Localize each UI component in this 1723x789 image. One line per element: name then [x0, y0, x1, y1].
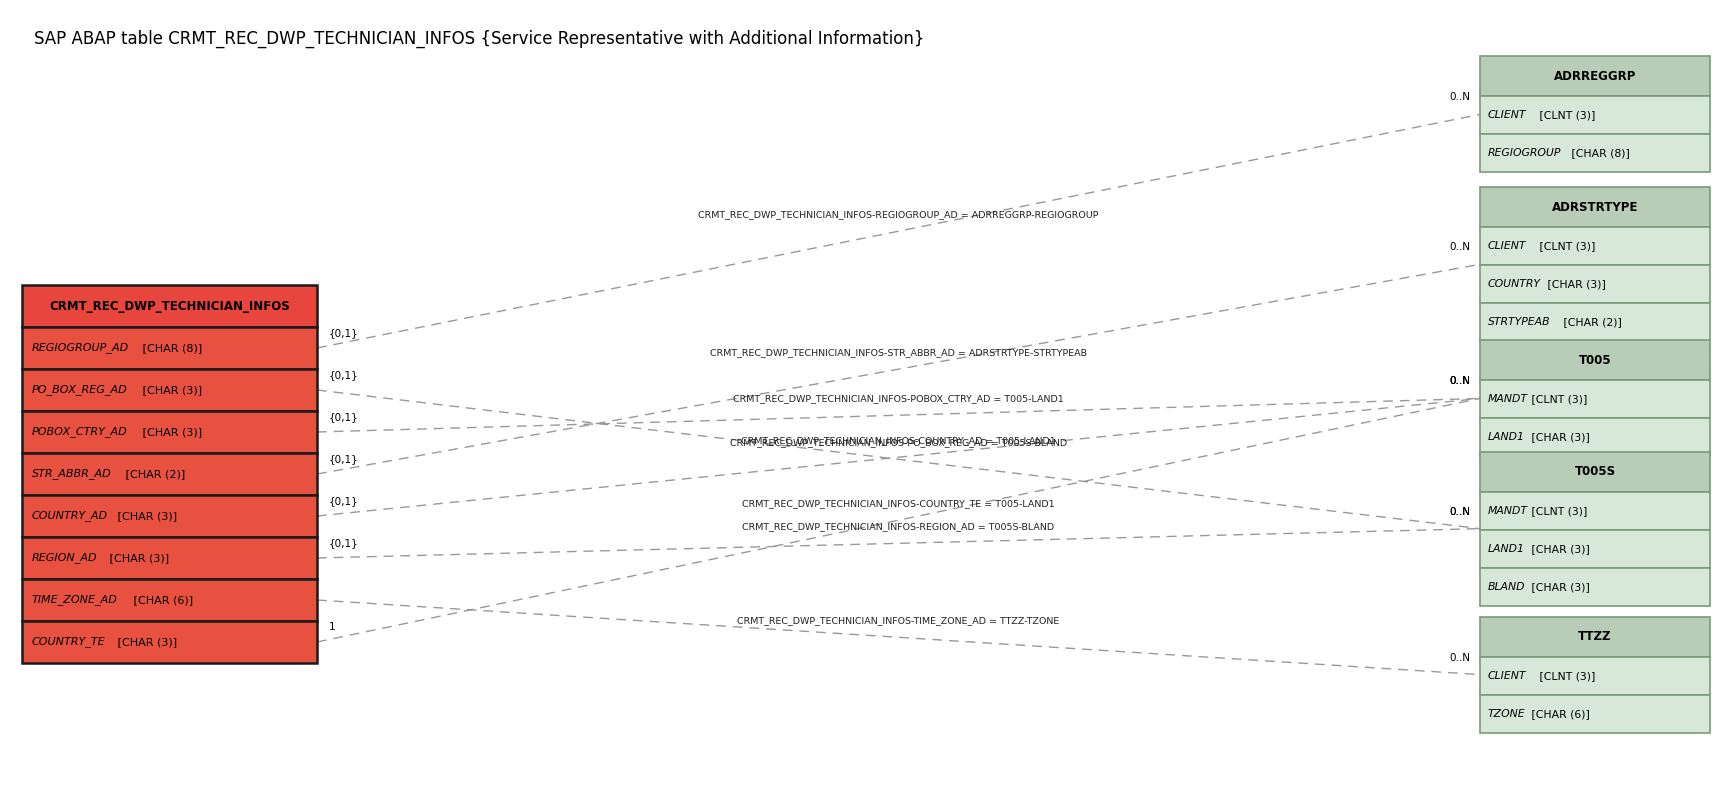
Text: 0..N: 0..N [1449, 507, 1470, 517]
Text: {0,1}: {0,1} [329, 412, 358, 422]
Text: REGIOGROUP_AD: REGIOGROUP_AD [33, 342, 129, 353]
Text: BLAND: BLAND [1489, 581, 1525, 592]
Text: CLIENT: CLIENT [1489, 671, 1527, 681]
Text: 0..N: 0..N [1449, 376, 1470, 387]
Bar [1480, 656, 1709, 694]
Bar [1480, 187, 1709, 227]
Bar [1480, 265, 1709, 303]
Bar [1480, 567, 1709, 606]
Bar [1480, 418, 1709, 457]
Text: [CHAR (3)]: [CHAR (3)] [1544, 279, 1606, 290]
Bar [22, 369, 317, 411]
Bar [22, 285, 317, 327]
Text: CRMT_REC_DWP_TECHNICIAN_INFOS-POBOX_CTRY_AD = T005-LAND1: CRMT_REC_DWP_TECHNICIAN_INFOS-POBOX_CTRY… [732, 394, 1063, 403]
Text: [CHAR (6)]: [CHAR (6)] [1528, 709, 1590, 719]
Text: [CLNT (3)]: [CLNT (3)] [1535, 671, 1595, 681]
Text: CRMT_REC_DWP_TECHNICIAN_INFOS: CRMT_REC_DWP_TECHNICIAN_INFOS [50, 300, 289, 312]
Text: STRTYPEAB: STRTYPEAB [1489, 317, 1551, 327]
Text: T005S: T005S [1575, 466, 1616, 478]
Bar [1480, 303, 1709, 342]
Bar [1480, 451, 1709, 492]
Text: POBOX_CTRY_AD: POBOX_CTRY_AD [33, 427, 128, 437]
Text: [CHAR (2)]: [CHAR (2)] [1559, 317, 1621, 327]
Text: {0,1}: {0,1} [329, 454, 358, 464]
Text: SAP ABAP table CRMT_REC_DWP_TECHNICIAN_INFOS {Service Representative with Additi: SAP ABAP table CRMT_REC_DWP_TECHNICIAN_I… [34, 30, 925, 48]
Text: CRMT_REC_DWP_TECHNICIAN_INFOS-COUNTRY_AD = T005-LAND1: CRMT_REC_DWP_TECHNICIAN_INFOS-COUNTRY_AD… [741, 436, 1056, 445]
Text: CRMT_REC_DWP_TECHNICIAN_INFOS-REGIOGROUP_AD = ADRREGGRP-REGIOGROUP: CRMT_REC_DWP_TECHNICIAN_INFOS-REGIOGROUP… [698, 210, 1099, 219]
Text: [CHAR (6)]: [CHAR (6)] [131, 595, 193, 605]
Text: PO_BOX_REG_AD: PO_BOX_REG_AD [33, 384, 128, 395]
Text: CRMT_REC_DWP_TECHNICIAN_INFOS-COUNTRY_TE = T005-LAND1: CRMT_REC_DWP_TECHNICIAN_INFOS-COUNTRY_TE… [743, 499, 1054, 508]
Text: CRMT_REC_DWP_TECHNICIAN_INFOS-REGION_AD = T005S-BLAND: CRMT_REC_DWP_TECHNICIAN_INFOS-REGION_AD … [743, 522, 1054, 531]
Text: [CLNT (3)]: [CLNT (3)] [1535, 241, 1595, 252]
Text: 0..N: 0..N [1449, 92, 1470, 103]
Text: [CHAR (8)]: [CHAR (8)] [1568, 148, 1630, 159]
Text: CLIENT: CLIENT [1489, 110, 1527, 121]
Text: {0,1}: {0,1} [329, 328, 358, 338]
Bar [1480, 56, 1709, 96]
Text: CRMT_REC_DWP_TECHNICIAN_INFOS-TIME_ZONE_AD = TTZZ-TZONE: CRMT_REC_DWP_TECHNICIAN_INFOS-TIME_ZONE_… [737, 616, 1060, 626]
Text: ADRREGGRP: ADRREGGRP [1554, 70, 1637, 83]
Text: 0..N: 0..N [1449, 653, 1470, 663]
Text: COUNTRY_TE: COUNTRY_TE [33, 637, 105, 648]
Bar [1480, 616, 1709, 656]
Text: 1: 1 [329, 622, 336, 632]
Bar [22, 411, 317, 453]
Bar [1480, 134, 1709, 173]
Text: STR_ABBR_AD: STR_ABBR_AD [33, 469, 112, 480]
Bar [1480, 529, 1709, 567]
Text: 0..N: 0..N [1449, 376, 1470, 387]
Text: ADRSTRTYPE: ADRSTRTYPE [1552, 201, 1639, 214]
Text: {0,1}: {0,1} [329, 538, 358, 548]
Text: COUNTRY: COUNTRY [1489, 279, 1540, 290]
Text: TTZZ: TTZZ [1578, 630, 1611, 643]
Bar [22, 621, 317, 663]
Bar [1480, 227, 1709, 265]
Text: REGION_AD: REGION_AD [33, 552, 98, 563]
Bar [1480, 694, 1709, 733]
Text: COUNTRY_AD: COUNTRY_AD [33, 510, 109, 522]
Bar [22, 537, 317, 579]
Text: {0,1}: {0,1} [329, 370, 358, 380]
Bar [22, 327, 317, 369]
Text: 0..N: 0..N [1449, 507, 1470, 517]
Text: [CHAR (3)]: [CHAR (3)] [1528, 581, 1590, 592]
Text: CLIENT: CLIENT [1489, 241, 1527, 252]
Text: [CLNT (3)]: [CLNT (3)] [1528, 506, 1587, 516]
Text: TZONE: TZONE [1489, 709, 1525, 719]
Text: [CHAR (3)]: [CHAR (3)] [1528, 544, 1590, 554]
Text: [CHAR (3)]: [CHAR (3)] [114, 637, 177, 647]
Text: TIME_ZONE_AD: TIME_ZONE_AD [33, 595, 117, 605]
Text: LAND1: LAND1 [1489, 544, 1525, 554]
Bar [1480, 340, 1709, 380]
Text: [CLNT (3)]: [CLNT (3)] [1535, 110, 1595, 121]
Bar [1480, 492, 1709, 529]
Bar [22, 579, 317, 621]
Bar [1480, 380, 1709, 418]
Text: {0,1}: {0,1} [329, 496, 358, 506]
Text: [CLNT (3)]: [CLNT (3)] [1528, 394, 1587, 405]
Text: CRMT_REC_DWP_TECHNICIAN_INFOS-PO_BOX_REG_AD = T005S-BLAND: CRMT_REC_DWP_TECHNICIAN_INFOS-PO_BOX_REG… [731, 439, 1067, 447]
Text: [CHAR (2)]: [CHAR (2)] [122, 469, 186, 479]
Text: CRMT_REC_DWP_TECHNICIAN_INFOS-STR_ABBR_AD = ADRSTRTYPE-STRTYPEAB: CRMT_REC_DWP_TECHNICIAN_INFOS-STR_ABBR_A… [710, 348, 1087, 357]
Text: [CHAR (3)]: [CHAR (3)] [105, 553, 169, 563]
Text: MANDT: MANDT [1489, 394, 1528, 405]
Text: 0..N: 0..N [1449, 376, 1470, 387]
Bar [22, 495, 317, 537]
Text: [CHAR (3)]: [CHAR (3)] [1528, 432, 1590, 443]
Bar [22, 453, 317, 495]
Text: LAND1: LAND1 [1489, 432, 1525, 443]
Text: REGIOGROUP: REGIOGROUP [1489, 148, 1561, 159]
Text: [CHAR (3)]: [CHAR (3)] [114, 511, 177, 521]
Text: [CHAR (3)]: [CHAR (3)] [138, 385, 202, 395]
Text: T005: T005 [1578, 354, 1611, 367]
Text: [CHAR (3)]: [CHAR (3)] [138, 427, 202, 437]
Text: MANDT: MANDT [1489, 506, 1528, 516]
Text: 0..N: 0..N [1449, 242, 1470, 252]
Bar [1480, 96, 1709, 134]
Text: [CHAR (8)]: [CHAR (8)] [138, 343, 202, 353]
